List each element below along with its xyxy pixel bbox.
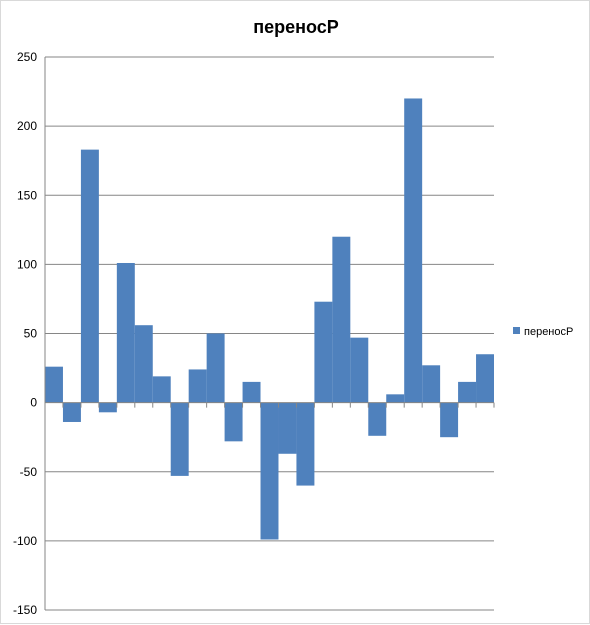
y-tick-label: 250 [17,50,37,64]
bar [116,262,135,403]
y-tick-label: -150 [13,603,37,617]
bar [134,325,153,403]
bar [458,381,477,403]
bar [152,376,171,403]
y-tick-label: -100 [13,534,37,548]
y-tick-label: -50 [20,465,38,479]
axes: -150 -100 -50 0 50 100 150 200 250 [13,50,495,617]
y-tick-label: 50 [24,327,38,341]
bar [350,337,369,403]
bar [45,366,63,403]
y-tick-label: 100 [17,257,37,271]
bar [476,354,494,403]
bar [278,402,297,454]
bar [296,402,315,486]
bar [224,402,243,442]
bars [45,98,494,540]
bar [260,402,279,540]
bar [170,402,189,476]
bar [386,394,405,403]
bar [98,402,117,413]
bar [188,369,207,403]
bar [314,301,333,403]
legend-label: переносP [524,326,573,338]
chart-title: переносP [253,17,339,37]
legend: переносP [513,326,573,338]
bar [80,149,99,403]
y-tick-label: 200 [17,119,37,133]
y-tick-label: 0 [30,396,37,410]
bar [422,365,441,403]
bar [206,333,225,403]
bar [242,381,261,403]
legend-swatch [513,327,520,334]
bar [368,402,387,436]
bar [440,402,459,438]
bar [332,236,351,403]
bar [62,402,81,422]
bar [404,98,423,403]
y-tick-label: 150 [17,188,37,202]
